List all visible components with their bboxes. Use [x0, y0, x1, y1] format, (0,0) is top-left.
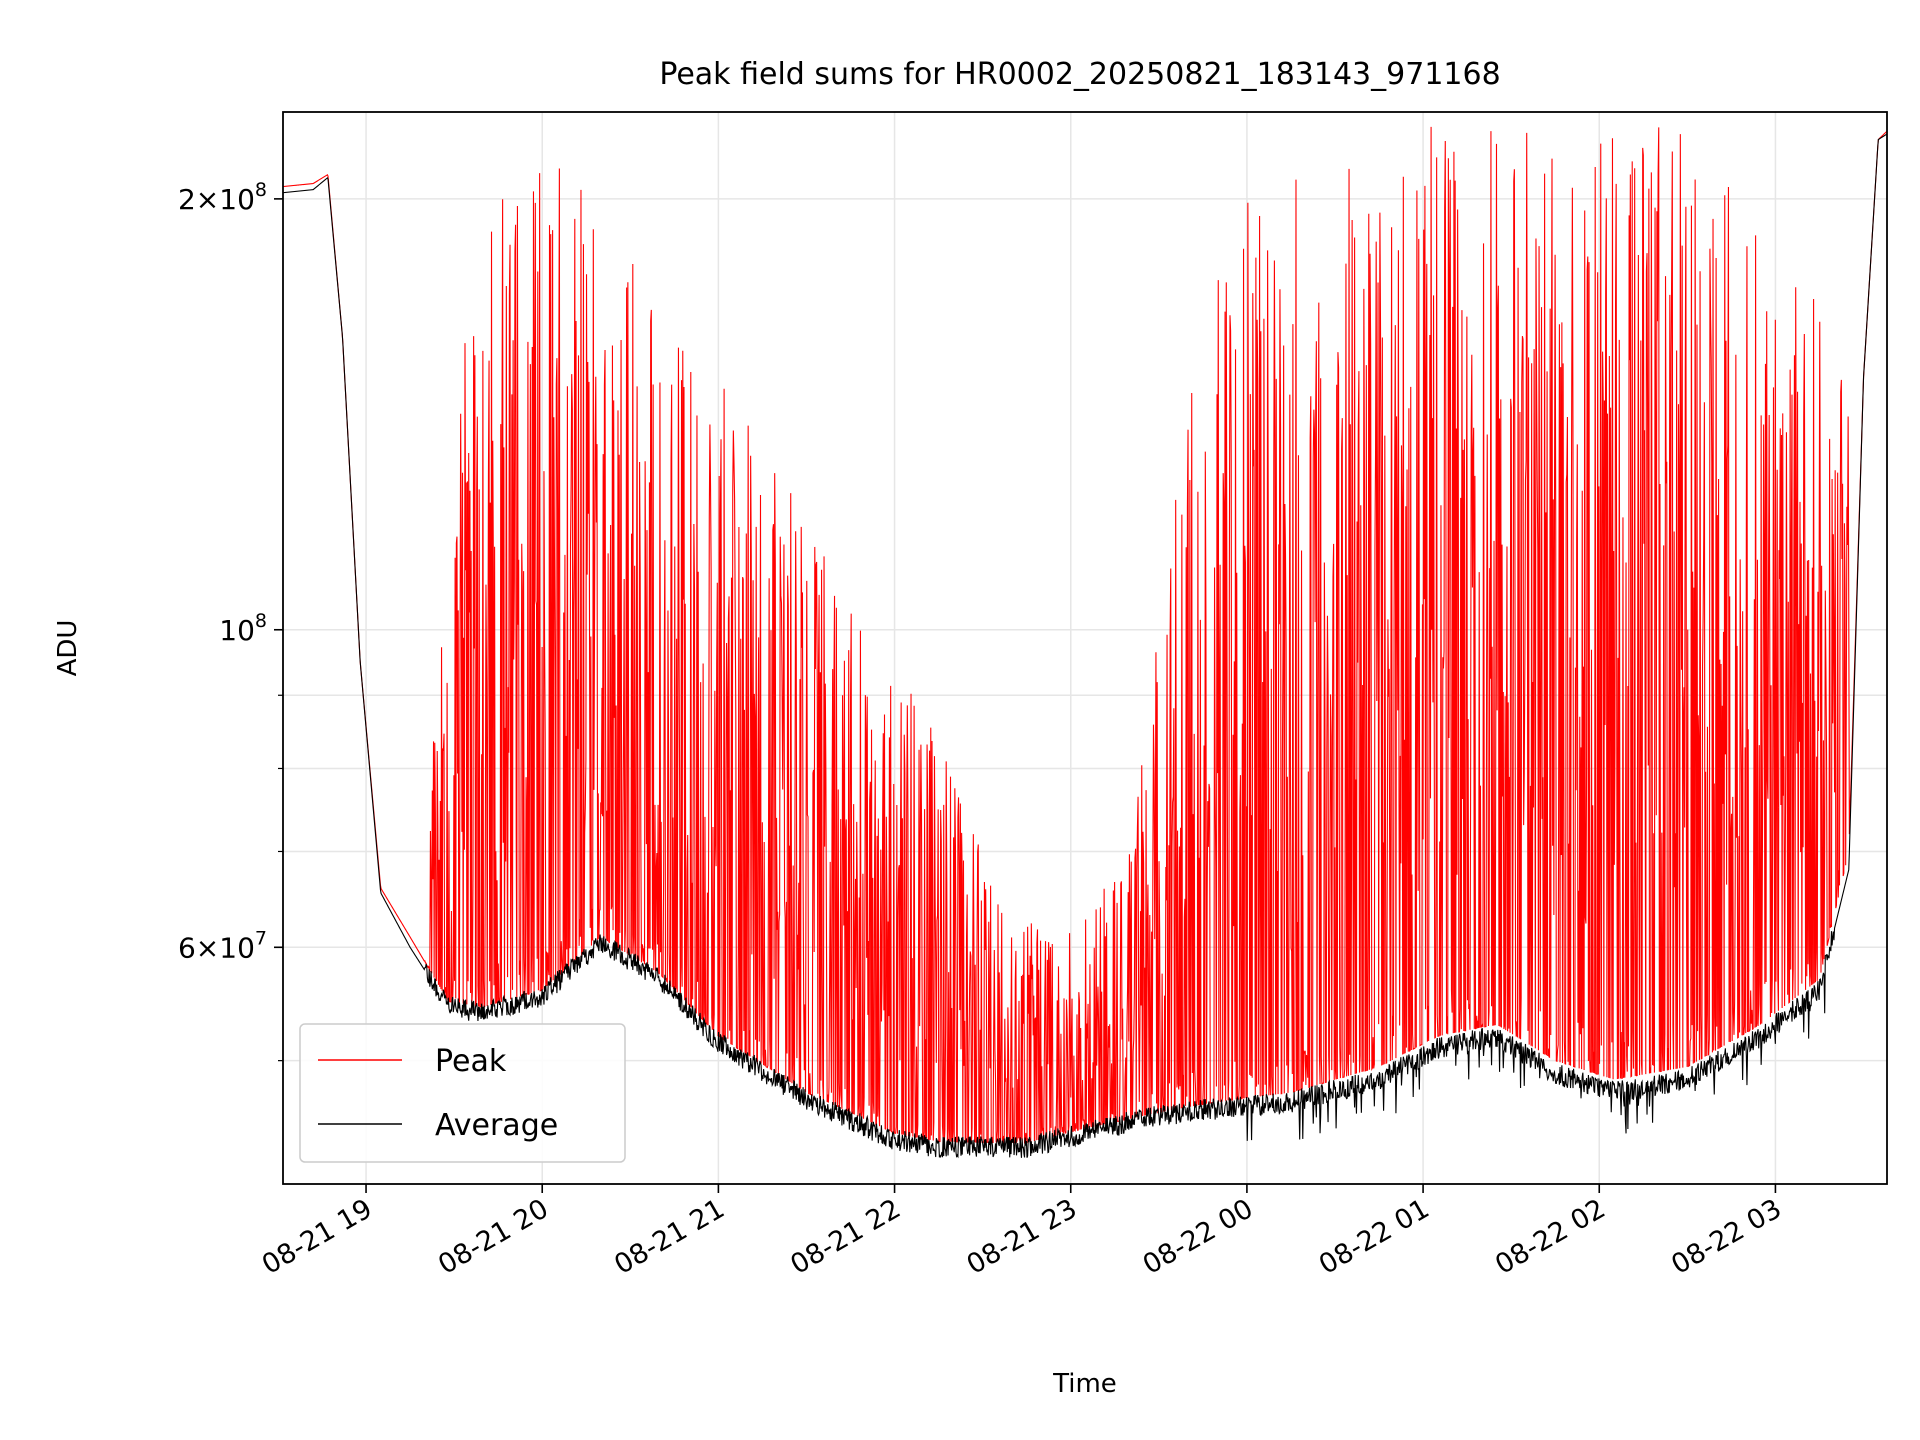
peak-series	[283, 126, 1887, 1145]
legend: Peak Average	[299, 1023, 626, 1163]
y-tick-exponent: 8	[255, 179, 267, 201]
y-tick-base: 10	[219, 183, 255, 216]
average-series	[283, 133, 1887, 1159]
average-line	[283, 133, 1887, 1159]
x-axis-label: Time	[1052, 1369, 1117, 1399]
legend-label-peak: Peak	[435, 1044, 507, 1079]
peak-line	[283, 126, 1887, 1145]
y-tick-mantissa: 2	[178, 183, 196, 216]
y-tick-exponent: 8	[255, 610, 267, 632]
y-tick-exponent: 7	[255, 927, 267, 949]
chart-title: Peak field sums for HR0002_20250821_1831…	[659, 57, 1500, 92]
plot-area	[283, 126, 1887, 1159]
legend-label-average: Average	[435, 1108, 558, 1143]
legend-box	[299, 1023, 626, 1163]
y-tick-label: 6×107	[178, 927, 267, 964]
y-tick-times: ×	[196, 183, 219, 216]
y-axis-label: ADU	[53, 620, 83, 677]
y-tick-times: ×	[196, 931, 219, 964]
y-tick-base: 10	[219, 931, 255, 964]
y-tick-label: 108	[219, 610, 267, 647]
y-tick-label: 2×108	[178, 179, 267, 216]
y-tick-base: 10	[219, 614, 255, 647]
y-tick-mantissa: 6	[178, 931, 196, 964]
plot-frame	[282, 111, 1888, 1185]
